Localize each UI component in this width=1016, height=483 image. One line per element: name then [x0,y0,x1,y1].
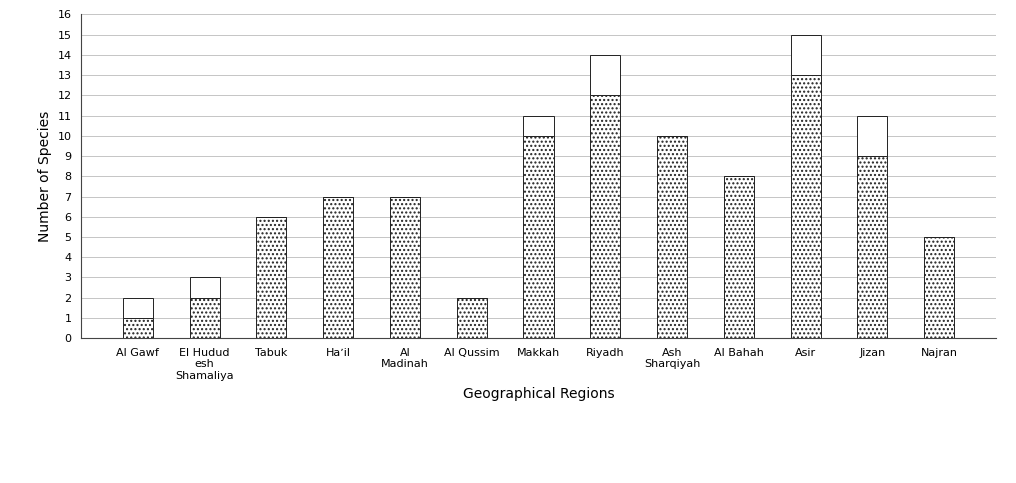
Bar [390,197,420,338]
Bar [858,156,887,338]
Bar [256,217,287,338]
Bar [190,277,219,298]
Bar [657,136,687,338]
Legend: Not restricted to region, Restricted to region: Not restricted to region, Restricted to … [377,478,700,483]
Bar [456,298,487,338]
Bar [590,55,621,95]
Bar [925,237,954,338]
Bar [790,75,821,338]
Bar [523,136,554,338]
Y-axis label: Number of Species: Number of Species [38,111,52,242]
Bar [790,35,821,75]
Bar [190,298,219,338]
Bar [858,115,887,156]
Bar [523,115,554,136]
Bar [123,318,152,338]
X-axis label: Geographical Regions: Geographical Regions [462,386,615,400]
Bar [590,95,621,338]
Bar [323,197,354,338]
Bar [123,298,152,318]
Bar [723,176,754,338]
